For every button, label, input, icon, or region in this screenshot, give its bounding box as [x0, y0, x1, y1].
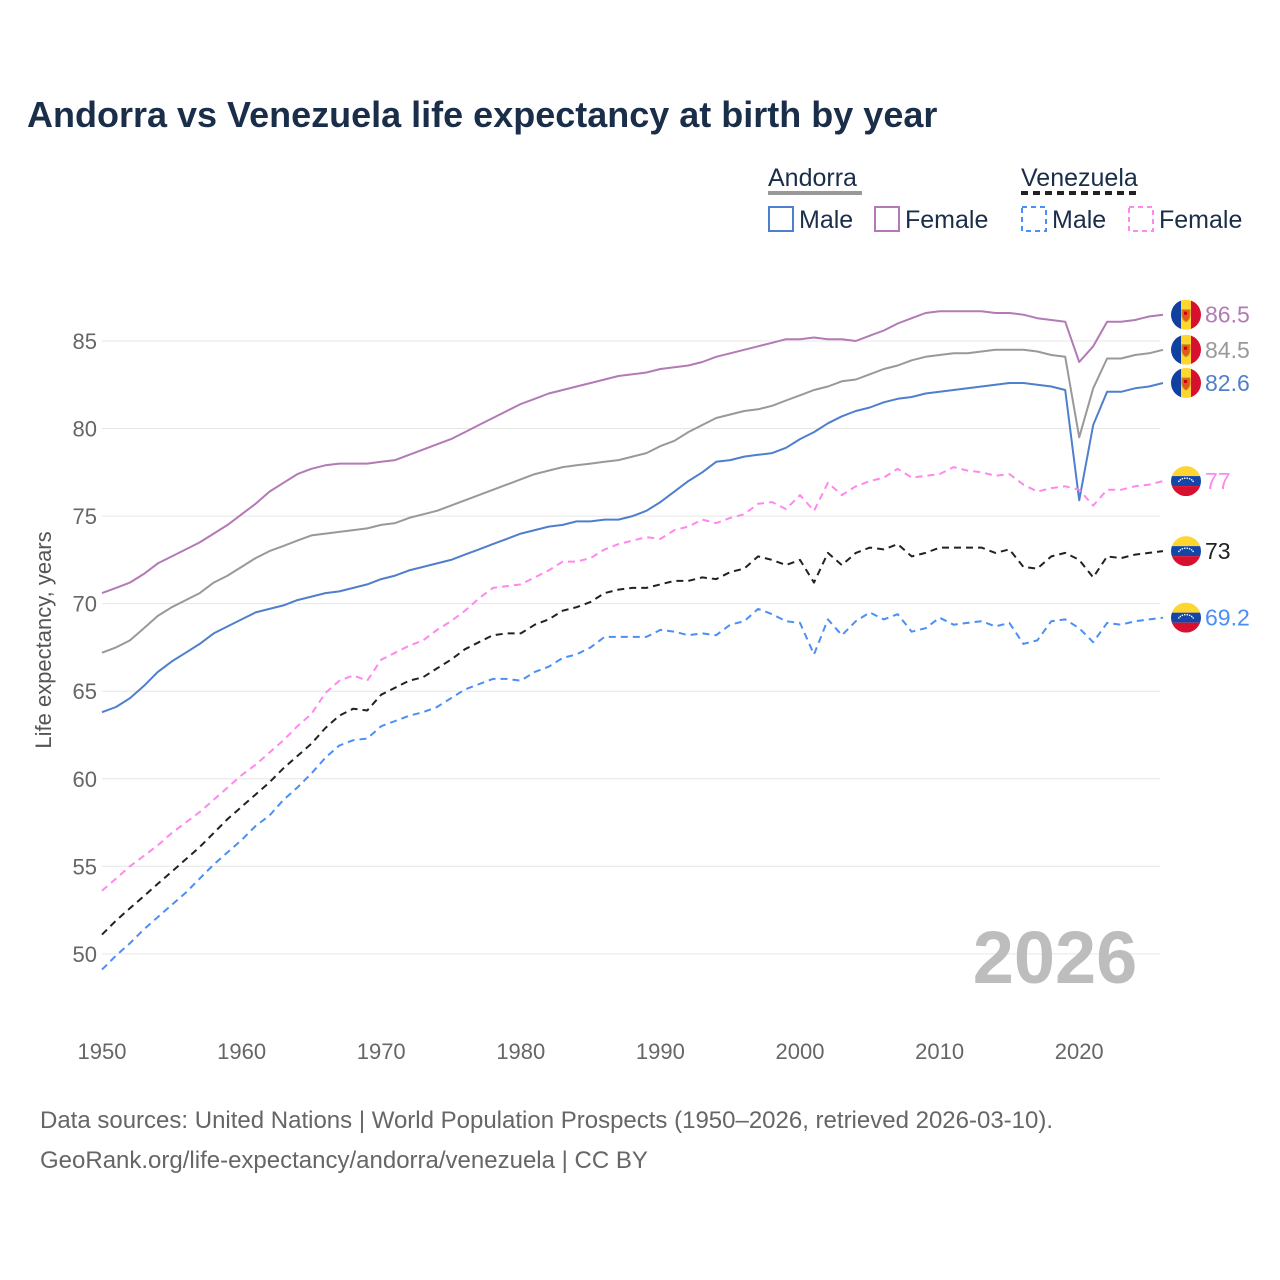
- end-labels: 86.5 84.5 82.6 77 73 69.2: [1171, 299, 1250, 633]
- y-tick-label: 60: [73, 767, 97, 792]
- year-watermark: 2026: [973, 916, 1138, 999]
- legend: Andorra Male Female Venezuela Male Femal…: [768, 164, 1242, 234]
- series-line-andorra-female: [101, 310, 1164, 595]
- venezuela-flag-icon: [1171, 536, 1201, 567]
- series-line-venezuela-male: [101, 607, 1164, 971]
- legend-venezuela-male: Male: [1052, 206, 1106, 234]
- legend-venezuela-male-swatch: [1021, 206, 1047, 232]
- y-tick-label: 65: [73, 679, 97, 704]
- end-value-label: 77: [1205, 468, 1231, 494]
- y-tick-label: 50: [73, 942, 97, 967]
- x-tick-label: 1960: [217, 1039, 266, 1064]
- grid-lines: [102, 340, 1160, 955]
- y-axis-label: Life expectancy, years: [31, 531, 56, 748]
- y-tick-label: 55: [73, 854, 97, 879]
- venezuela-flag-icon: [1171, 602, 1201, 633]
- series-line-andorra-male: [101, 382, 1164, 714]
- y-tick-label: 75: [73, 504, 97, 529]
- y-tick-label: 85: [73, 329, 97, 354]
- end-value-label: 69.2: [1205, 605, 1250, 631]
- x-tick-label: 1990: [636, 1039, 685, 1064]
- chart-title: Andorra vs Venezuela life expectancy at …: [27, 94, 938, 135]
- end-value-label: 86.5: [1205, 302, 1250, 328]
- end-value-label: 82.6: [1205, 370, 1250, 396]
- end-value-label: 84.5: [1205, 337, 1250, 363]
- y-tick-labels: 50 55 60 65 70 75 80 85: [73, 329, 97, 967]
- andorra-flag-icon: [1171, 334, 1201, 365]
- series-line-venezuela-total: [101, 543, 1164, 936]
- legend-andorra-female-swatch: [874, 206, 900, 232]
- series-lines: [101, 310, 1164, 971]
- footer-sources: Data sources: United Nations | World Pop…: [40, 1107, 1054, 1134]
- legend-andorra-male: Male: [799, 206, 853, 234]
- y-tick-label: 70: [73, 592, 97, 617]
- x-tick-label: 2010: [915, 1039, 964, 1064]
- venezuela-flag-icon: [1171, 466, 1201, 497]
- legend-venezuela-female-swatch: [1128, 206, 1154, 232]
- legend-group-venezuela: Venezuela: [1021, 164, 1138, 192]
- x-tick-label: 1970: [357, 1039, 406, 1064]
- series-line-venezuela-female: [101, 466, 1164, 892]
- legend-group-andorra: Andorra: [768, 164, 857, 192]
- end-value-label: 73: [1205, 538, 1231, 564]
- x-tick-label: 2000: [776, 1039, 825, 1064]
- andorra-flag-icon: [1171, 368, 1201, 399]
- x-tick-label: 1950: [78, 1039, 127, 1064]
- y-tick-label: 80: [73, 417, 97, 442]
- series-line-andorra-total: [101, 348, 1164, 654]
- legend-andorra-female: Female: [905, 206, 988, 234]
- footer-link[interactable]: GeoRank.org/life-expectancy/andorra/vene…: [40, 1147, 648, 1174]
- legend-venezuela-female: Female: [1159, 206, 1242, 234]
- x-tick-labels: 1950 1960 1970 1980 1990 2000 2010 2020: [78, 1039, 1104, 1064]
- andorra-flag-icon: [1171, 299, 1201, 330]
- x-tick-label: 1980: [496, 1039, 545, 1064]
- legend-andorra-male-swatch: [768, 206, 794, 232]
- x-tick-label: 2020: [1055, 1039, 1104, 1064]
